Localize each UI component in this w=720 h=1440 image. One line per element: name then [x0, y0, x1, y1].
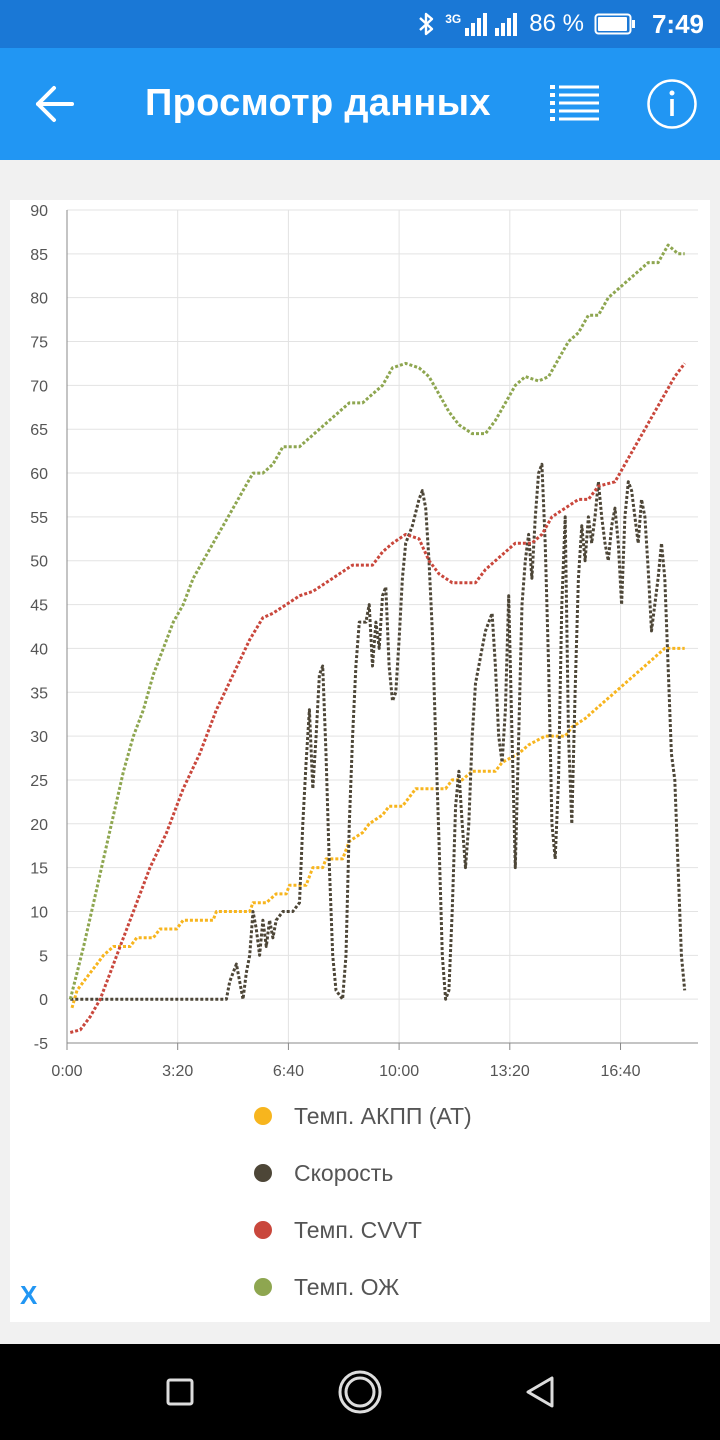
- legend-dot-coolant-temp: [254, 1278, 272, 1296]
- series-coolant-temp: [68, 243, 685, 1000]
- y-tick-label: 25: [30, 773, 48, 790]
- info-icon[interactable]: [646, 78, 698, 130]
- signal-icon: [465, 13, 518, 36]
- y-tick-label: 70: [30, 378, 48, 395]
- y-tick-label: -5: [34, 1036, 48, 1053]
- status-bar: 3G 86 % 7:49: [0, 0, 720, 48]
- y-tick-label: 60: [30, 466, 48, 483]
- y-tick-label: 80: [30, 291, 48, 308]
- legend-dot-at-temp: [254, 1107, 272, 1125]
- page-title: Просмотр данных: [145, 82, 491, 124]
- y-tick-label: 55: [30, 510, 48, 527]
- close-button[interactable]: X: [20, 1280, 38, 1310]
- legend-item-at-temp: Темп. АКПП (АТ): [254, 1096, 472, 1136]
- battery-percent: 86 %: [529, 10, 584, 37]
- recents-square-icon[interactable]: [156, 1368, 204, 1416]
- chart-card: 90 85 80 75 70 65 60 55 50 45 40 35 30 25 20 15 10 5 0 -5 0:…: [10, 200, 710, 1322]
- y-tick-label: 0: [39, 992, 48, 1009]
- legend-label-at-temp: Темп. АКПП (АТ): [294, 1102, 472, 1129]
- x-tick-label: 10:00: [379, 1063, 419, 1080]
- y-tick-label: 85: [30, 247, 48, 264]
- bluetooth-icon: [419, 12, 434, 36]
- legend-label-cvvt-temp: Темп. CVVT: [294, 1216, 422, 1243]
- y-tick-label: 20: [30, 817, 48, 834]
- y-tick-label: 5: [39, 948, 48, 965]
- battery-icon: [594, 13, 635, 35]
- legend-item-cvvt-temp: Темп. CVVT: [254, 1210, 422, 1250]
- y-tick-label: 10: [30, 904, 48, 921]
- app-bar: Просмотр данных: [0, 48, 720, 160]
- legend-dot-cvvt-temp: [254, 1221, 272, 1239]
- system-nav-bar: [0, 1344, 720, 1440]
- y-tick-label: 15: [30, 861, 48, 878]
- y-tick-label: 45: [30, 598, 48, 615]
- series-at-temp: [70, 646, 685, 1009]
- x-tick-label: 13:20: [490, 1063, 530, 1080]
- legend-dot-speed: [254, 1164, 272, 1182]
- y-tick-label: 50: [30, 554, 48, 571]
- back-triangle-icon[interactable]: [516, 1368, 564, 1416]
- x-tick-label: 0:00: [51, 1063, 82, 1080]
- home-circle-icon[interactable]: [336, 1368, 384, 1416]
- back-arrow-icon[interactable]: [34, 84, 76, 124]
- line-chart: 908580757065605550454035302520151050-50:…: [30, 203, 698, 1080]
- x-tick-label: 6:40: [273, 1063, 304, 1080]
- y-tick-label: 35: [30, 685, 48, 702]
- status-bar-right: 3G 86 % 7:49: [417, 0, 704, 48]
- legend-item-speed: Скорость: [254, 1153, 393, 1193]
- x-tick-label: 16:40: [600, 1063, 640, 1080]
- series-cvvt-temp: [69, 362, 686, 1034]
- x-tick-label: 3:20: [162, 1063, 193, 1080]
- legend-label-coolant-temp: Темп. ОЖ: [294, 1273, 400, 1300]
- legend-label-speed: Скорость: [294, 1159, 394, 1186]
- y-tick-label: 30: [30, 729, 48, 746]
- y-tick-label: 75: [30, 335, 48, 352]
- list-icon[interactable]: [550, 84, 600, 124]
- clock: 7:49: [651, 8, 704, 39]
- y-tick-label: 65: [30, 422, 48, 439]
- y-tick-label: 40: [30, 641, 48, 658]
- legend-item-coolant-temp: Темп. ОЖ: [254, 1267, 399, 1307]
- y-tick-label: 90: [30, 203, 48, 220]
- network-type-label: 3G: [445, 12, 462, 26]
- series-speed: [70, 462, 687, 1001]
